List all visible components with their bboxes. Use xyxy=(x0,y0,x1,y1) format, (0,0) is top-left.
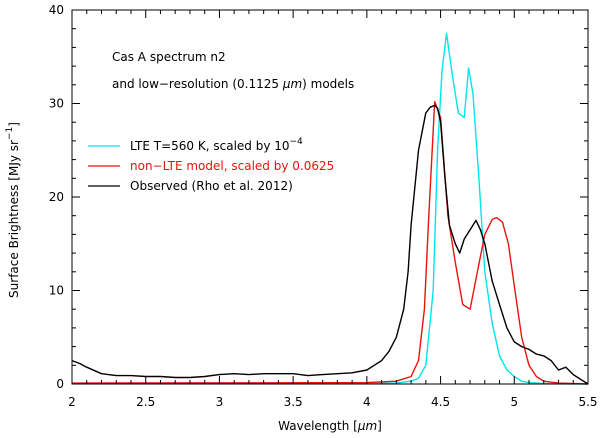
legend-label-lte: LTE T=560 K, scaled by 10−4 xyxy=(130,137,303,153)
y-axis-label-suffix: ] xyxy=(7,122,21,127)
x-tick-label: 5.5 xyxy=(578,395,597,409)
y-tick-label: 0 xyxy=(56,377,64,391)
series-line-observed xyxy=(71,104,589,385)
y-tick-label: 20 xyxy=(49,190,64,204)
annotation-line-1: Cas A spectrum n2 xyxy=(112,50,226,64)
x-tick-label: 3.5 xyxy=(284,395,303,409)
x-axis-label-suffix: ] xyxy=(377,419,382,433)
annotation-line-2-prefix: and low−resolution (0.1125 xyxy=(112,77,283,91)
annotation-line-2-suffix: ) models xyxy=(302,77,354,91)
y-tick-label: 40 xyxy=(49,3,64,17)
series-line-lte xyxy=(72,32,589,385)
tick-layer: 2 2.5 3 3.5 4 4.5 5 5.5 0 10 20 30 40 xyxy=(49,3,598,409)
x-axis-label-prefix: Wavelength [ xyxy=(278,419,358,433)
y-tick-label: 10 xyxy=(49,284,64,298)
x-axis-label: Wavelength [μm] xyxy=(278,419,382,433)
x-axis-label-unit: μm xyxy=(357,419,377,433)
series-layer xyxy=(71,32,589,385)
y-axis-label: Surface Brightness [MJy sr−1] xyxy=(5,122,21,298)
x-tick-label: 4.5 xyxy=(431,395,450,409)
legend-label-lte-exp: −4 xyxy=(290,137,304,147)
y-axis-label-exp: −1 xyxy=(5,127,15,140)
annotation-line-2-unit: μm xyxy=(282,77,302,91)
x-tick-label: 5 xyxy=(510,395,518,409)
legend-label-lte-text: LTE T=560 K, scaled by 10 xyxy=(130,139,290,153)
y-tick-label: 30 xyxy=(49,97,64,111)
series-line-nonlte xyxy=(71,100,589,385)
legend-label-nonlte: non−LTE model, scaled by 0.0625 xyxy=(130,159,334,173)
plot-frame xyxy=(71,9,589,385)
x-tick-label: 3 xyxy=(216,395,224,409)
x-tick-label: 4 xyxy=(363,395,371,409)
legend-label-observed: Observed (Rho et al. 2012) xyxy=(130,179,293,193)
legend: LTE T=560 K, scaled by 10−4 non−LTE mode… xyxy=(88,137,334,193)
annotation-line-2: and low−resolution (0.1125 μm) models xyxy=(112,77,354,91)
y-axis-label-prefix: Surface Brightness [MJy sr xyxy=(7,140,21,298)
x-tick-label: 2.5 xyxy=(136,395,155,409)
x-tick-label: 2 xyxy=(68,395,76,409)
